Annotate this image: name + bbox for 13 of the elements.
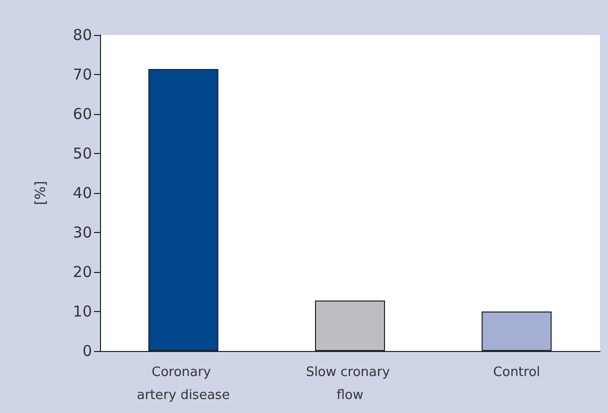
y-axis-title: [%] <box>33 180 49 206</box>
y-tick-label: 0 <box>82 342 92 360</box>
y-tick-label: 40 <box>72 184 92 202</box>
x-tick-label: Control <box>493 365 540 380</box>
y-tick-label: 20 <box>72 263 92 281</box>
x-tick-label: Slow cronary flow <box>306 365 394 403</box>
y-tick-label: 60 <box>72 105 92 123</box>
y-tick-label: 30 <box>72 224 92 242</box>
y-tick-label: 10 <box>72 302 92 320</box>
y-tick-label: 50 <box>72 144 92 162</box>
y-tick-label: 80 <box>72 26 92 44</box>
x-tick-label: Coronary artery disease <box>136 365 230 403</box>
y-tick-label: 70 <box>72 66 92 84</box>
